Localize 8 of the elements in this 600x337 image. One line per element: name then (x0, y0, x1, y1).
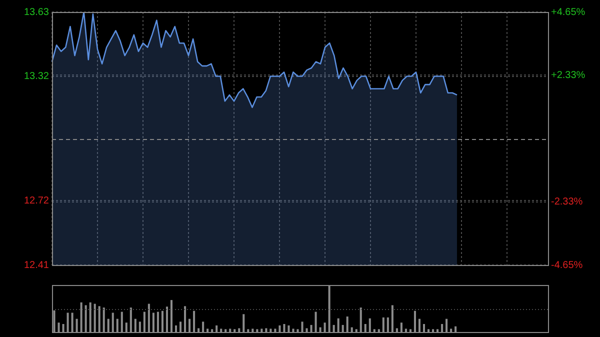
y2-tick-label: -2.33% (551, 196, 583, 208)
y-tick-label: 12.72 (24, 195, 50, 206)
y2-tick-label: +2.33% (551, 70, 586, 81)
y-tick-label: 13.32 (24, 71, 50, 82)
y2-tick-label: +4.65% (551, 6, 586, 18)
y-tick-label: 13.63 (24, 6, 50, 18)
y-tick-label: 12.41 (24, 260, 50, 271)
y2-tick-label: -4.65% (551, 260, 583, 271)
